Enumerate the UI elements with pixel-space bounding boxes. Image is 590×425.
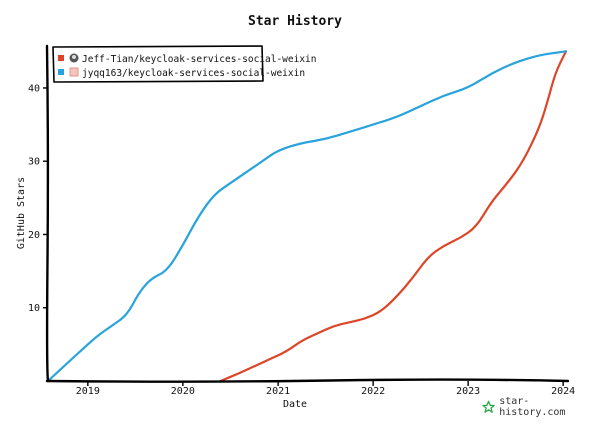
- y-tick-label: 30: [28, 157, 40, 168]
- avatar-icon-jyqq163: [69, 67, 79, 77]
- legend-swatch-jeff-tian: [58, 55, 64, 61]
- x-tick-label: 2019: [76, 386, 100, 397]
- x-tick-label: 2023: [456, 386, 480, 397]
- legend-label-jyqq163: jyqq163/keycloak-services-social-weixin: [82, 68, 305, 79]
- legend: Jeff-Tian/keycloak-services-social-weixi…: [52, 45, 317, 83]
- star-logo-icon: [482, 400, 495, 413]
- x-axis-ticks: 2019 2020 2021 2022 2023 2024: [76, 381, 575, 397]
- y-axis-ticks: 10 20 30 40: [28, 83, 48, 314]
- x-tick-label: 2020: [171, 386, 195, 397]
- legend-box: [52, 45, 264, 83]
- x-tick-label: 2024: [551, 386, 575, 397]
- x-axis-line: [45, 378, 570, 383]
- x-axis-label: Date: [283, 399, 307, 410]
- y-tick-label: 10: [28, 303, 40, 314]
- watermark: star-history.com: [482, 396, 590, 418]
- y-axis-label: GitHub Stars: [16, 177, 27, 249]
- legend-label-jeff-tian: Jeff-Tian/keycloak-services-social-weixi…: [82, 54, 317, 65]
- watermark-text: star-history.com: [499, 396, 566, 418]
- legend-swatch-jyqq163: [58, 69, 64, 75]
- y-tick-label: 40: [28, 83, 40, 94]
- y-axis-line: [45, 44, 50, 383]
- chart-title: Star History: [248, 14, 342, 29]
- series-line-1: [46, 50, 568, 383]
- x-tick-label: 2022: [361, 386, 385, 397]
- series-line-0: [219, 50, 568, 383]
- x-tick-label: 2021: [266, 386, 290, 397]
- series-lines: [46, 50, 568, 383]
- y-tick-label: 20: [28, 230, 40, 241]
